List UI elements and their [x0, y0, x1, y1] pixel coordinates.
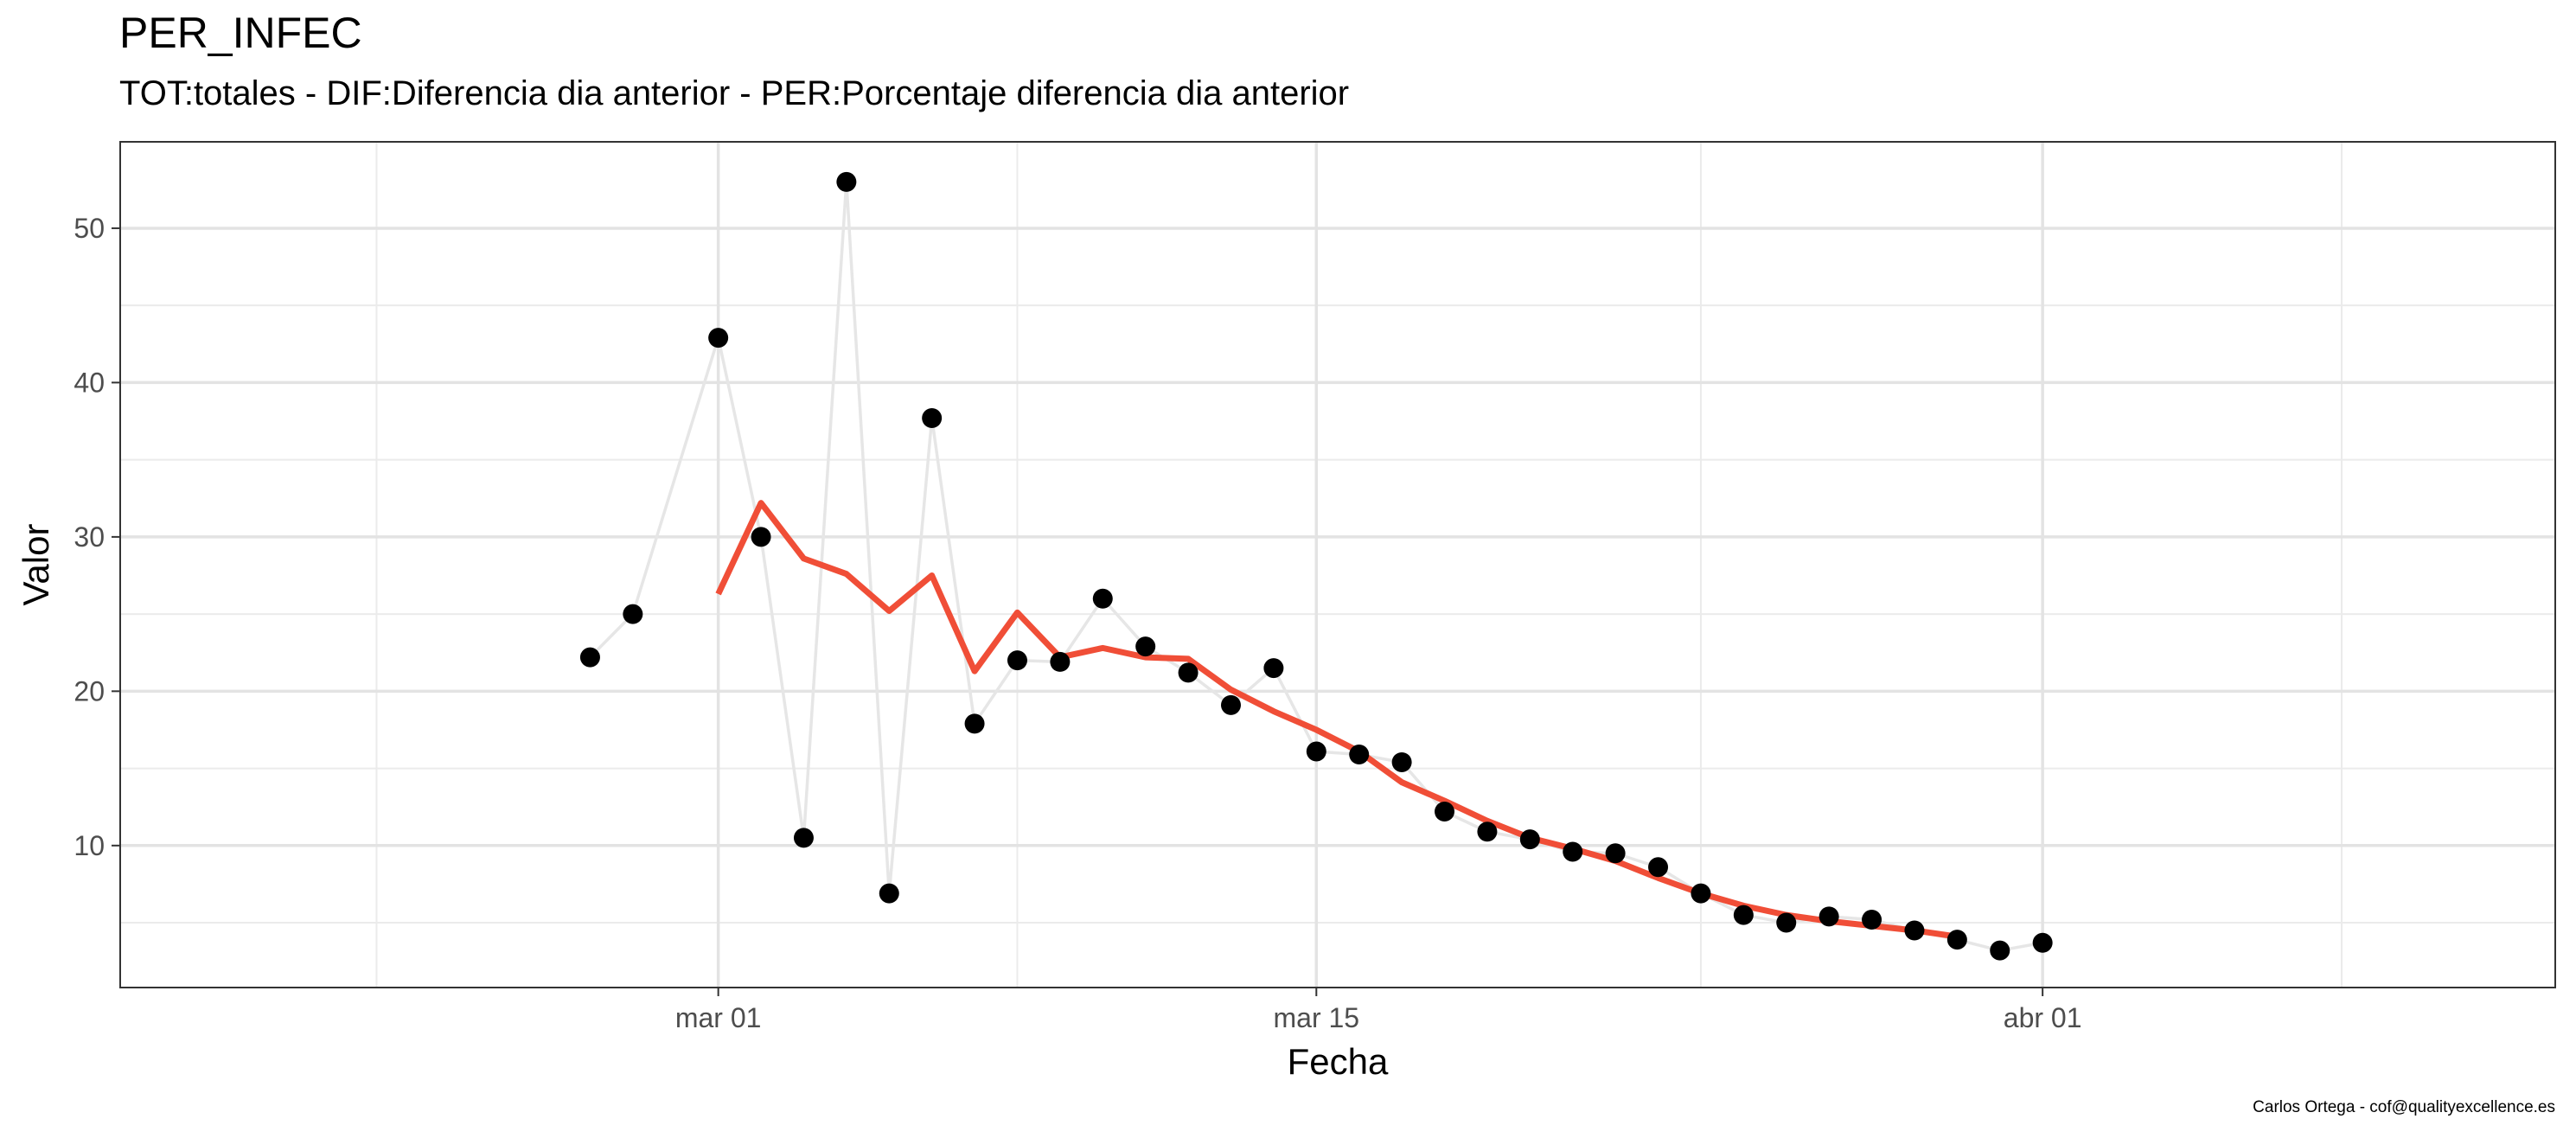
data-point — [1519, 829, 1540, 850]
data-point — [1691, 883, 1711, 904]
data-point — [579, 647, 600, 668]
data-point — [1220, 694, 1241, 715]
data-point — [879, 883, 899, 904]
chart-subtitle: TOT:totales - DIF:Diferencia dia anterio… — [119, 74, 1350, 112]
data-point — [1092, 588, 1113, 609]
series-lines — [589, 180, 2043, 952]
data-point — [1435, 802, 1455, 822]
data-point — [1990, 940, 2010, 961]
y-tick-label: 40 — [74, 367, 105, 398]
moving-average-line — [715, 500, 1958, 940]
data-point — [1263, 658, 1284, 679]
data-point — [708, 328, 729, 348]
data-point — [964, 713, 985, 734]
y-tick-label: 30 — [74, 521, 105, 553]
caption: Carlos Ortega - cof@qualityexcellence.es — [2253, 1098, 2555, 1116]
data-point — [1776, 912, 1797, 933]
data-point — [1648, 857, 1669, 878]
y-tick-label: 20 — [74, 675, 105, 706]
data-point — [1946, 930, 1967, 950]
panel-background — [120, 142, 2555, 988]
data-point — [751, 527, 771, 547]
x-tick-label: abr 01 — [2004, 1002, 2082, 1033]
data-point — [1904, 920, 1925, 941]
chart-title: PER_INFEC — [119, 9, 362, 57]
data-point — [1391, 751, 1412, 772]
axes: 10 20 30 40 50 mar 01 mar 15 abr 01 — [74, 213, 2081, 1033]
data-point — [922, 407, 943, 428]
y-tick-label: 50 — [74, 213, 105, 244]
data-point — [1605, 843, 1626, 864]
x-tick-label: mar 01 — [675, 1002, 762, 1033]
data-point — [1563, 841, 1583, 862]
x-axis-title: Fecha — [1288, 1041, 1389, 1082]
data-point — [1050, 651, 1071, 672]
data-point — [1007, 650, 1027, 671]
data-point — [1306, 741, 1326, 762]
data-point — [1135, 636, 1156, 657]
x-tick-label: mar 15 — [1274, 1002, 1360, 1033]
y-tick-label: 10 — [74, 830, 105, 861]
data-point — [1349, 745, 1370, 765]
data-point — [1477, 822, 1498, 842]
data-point — [1178, 662, 1199, 683]
y-axis-title: Valor — [16, 524, 56, 606]
grid-lines — [120, 142, 2555, 988]
data-point — [793, 828, 814, 848]
data-points — [579, 171, 2053, 961]
data-point — [1862, 909, 1882, 930]
panel-border — [119, 141, 2556, 988]
data-point — [1819, 906, 1839, 927]
data-point — [1733, 905, 1754, 925]
data-point — [623, 604, 643, 624]
data-point — [2032, 932, 2053, 953]
data-point — [836, 171, 857, 192]
